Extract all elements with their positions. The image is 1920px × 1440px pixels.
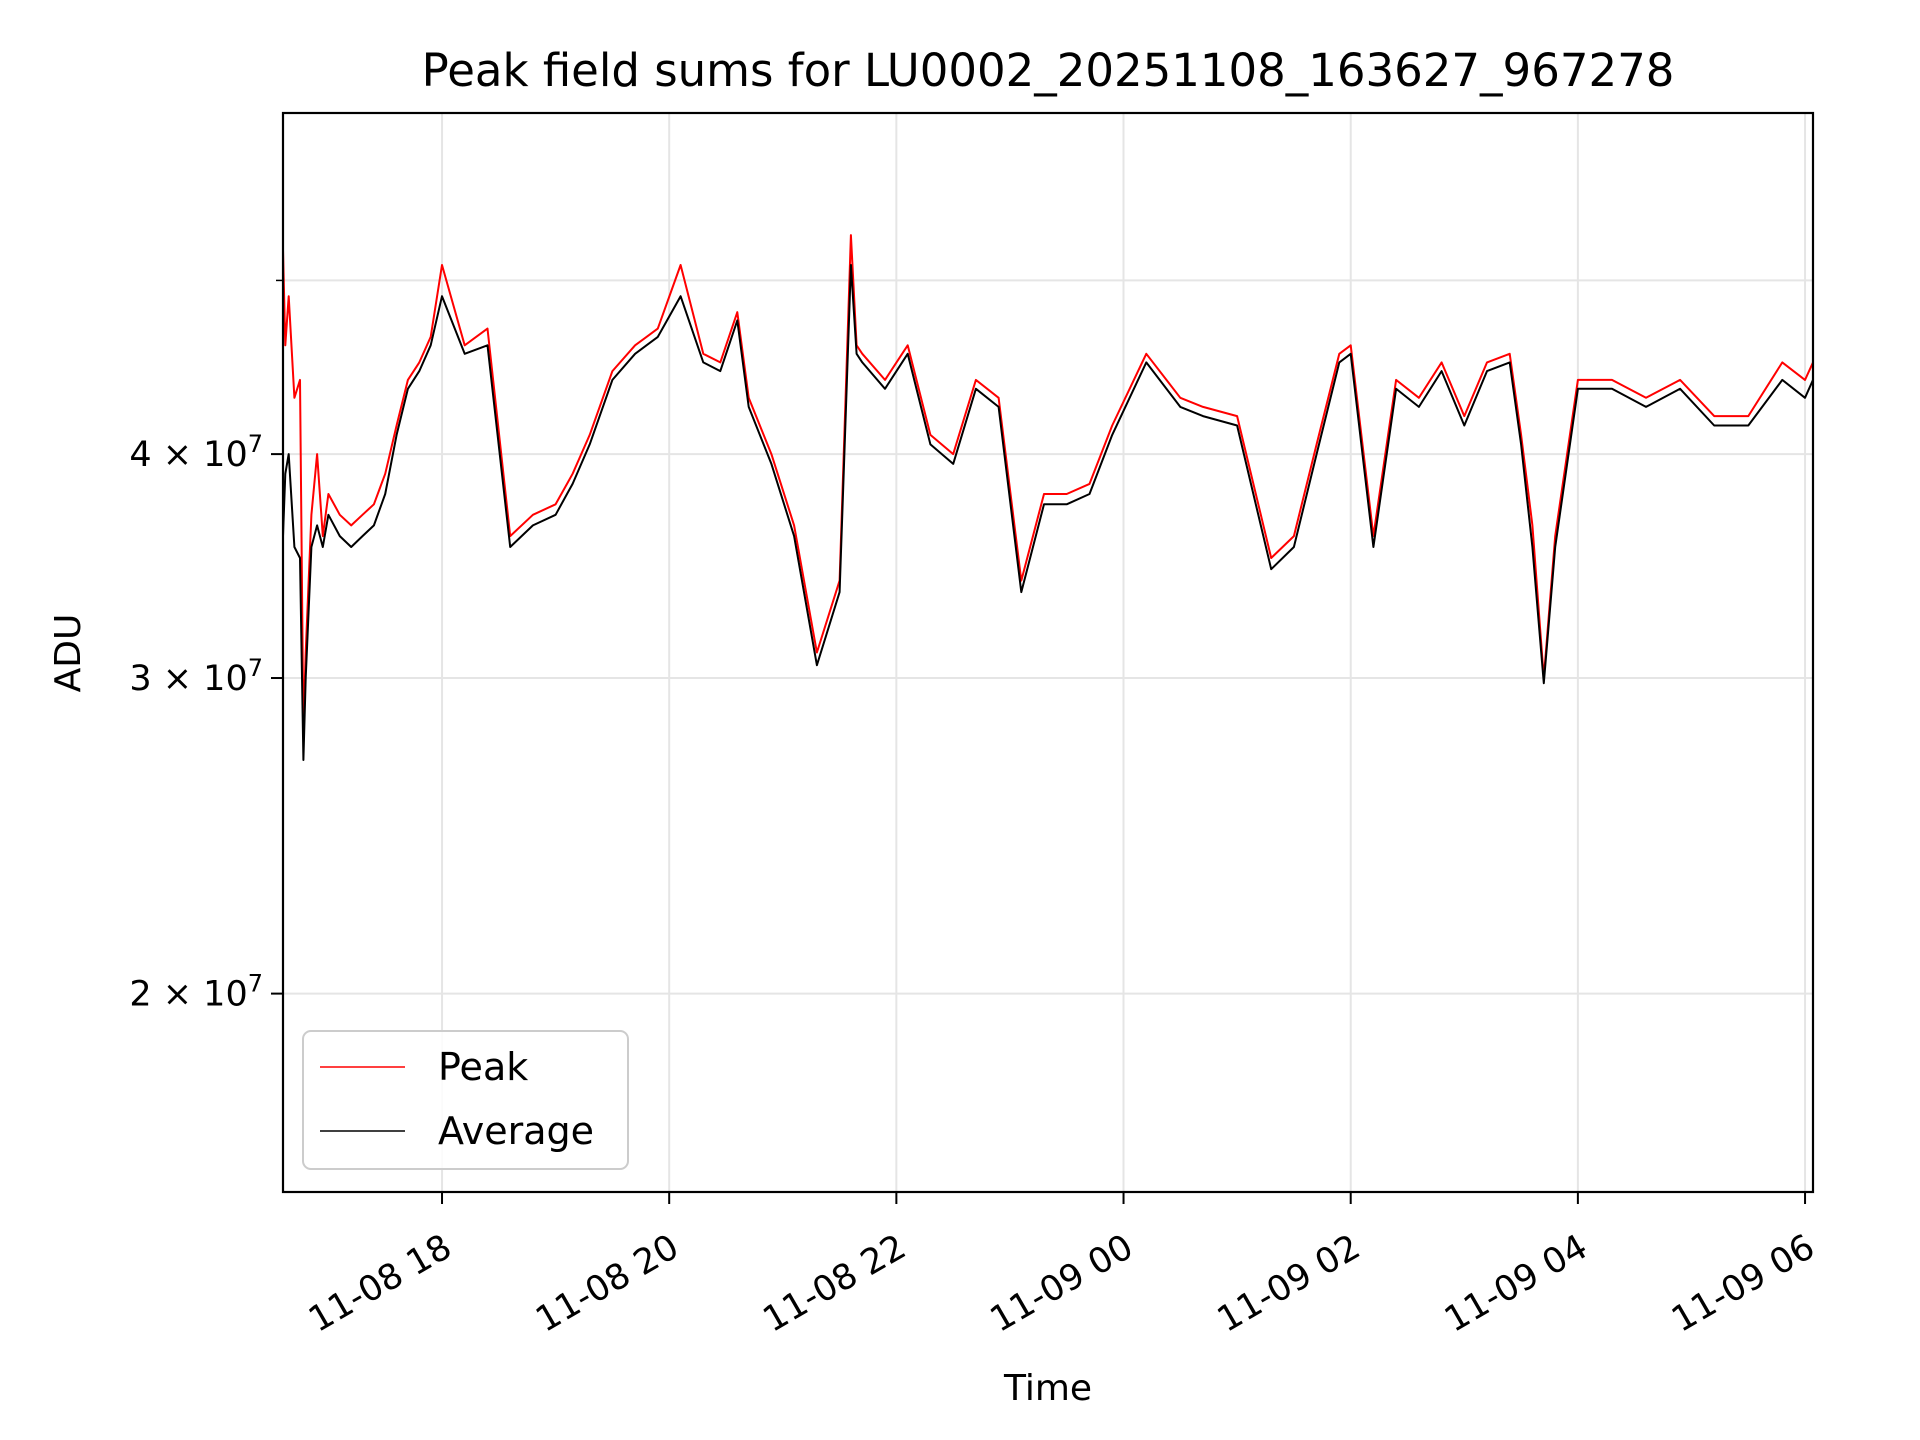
y-tick-exponent: 7 bbox=[248, 654, 263, 682]
legend-peak-label: Peak bbox=[438, 1045, 528, 1089]
x-axis-label: Time bbox=[1003, 1368, 1092, 1409]
legend-box bbox=[302, 1030, 629, 1170]
series-peak-line bbox=[282, 234, 1814, 733]
y-tick-times: × 10 bbox=[152, 659, 248, 699]
y-tick-mantissa: 3 bbox=[129, 659, 151, 699]
y-tick-exponent: 7 bbox=[248, 430, 263, 458]
grid bbox=[283, 113, 1813, 1192]
y-tick-mantissa: 4 bbox=[129, 435, 151, 475]
y-tick-mantissa: 2 bbox=[129, 975, 151, 1015]
plot-series bbox=[282, 234, 1814, 761]
legend-average-label: Average bbox=[438, 1109, 594, 1153]
y-tick-exponent: 7 bbox=[248, 970, 263, 998]
y-tick-times: × 10 bbox=[152, 975, 248, 1015]
legend: Peak Average bbox=[302, 1030, 629, 1170]
series-average-line bbox=[282, 264, 1814, 761]
y-tick-label: 2 × 107 bbox=[129, 970, 263, 1015]
y-tick-label: 4 × 107 bbox=[129, 430, 263, 475]
plot-frame bbox=[281, 111, 1815, 1194]
y-axis-label: ADU bbox=[48, 614, 89, 693]
chart-title: Peak field sums for LU0002_20251108_1636… bbox=[422, 44, 1675, 97]
y-tick-label: 3 × 107 bbox=[129, 654, 263, 699]
y-tick-times: × 10 bbox=[152, 435, 248, 475]
